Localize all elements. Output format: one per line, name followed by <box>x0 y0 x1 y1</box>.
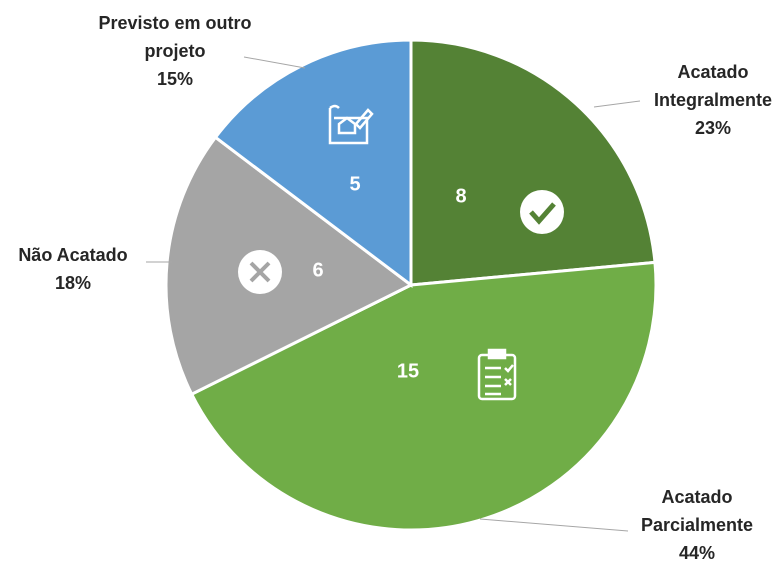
pie-slice <box>409 38 657 287</box>
leader-line <box>243 56 306 69</box>
slice-label: Acatado Integralmente 23% <box>643 58 773 142</box>
value-label: 6 <box>312 259 323 281</box>
leader-lines <box>146 56 641 532</box>
blueprint-icon <box>328 104 374 145</box>
percent-label: 15% <box>156 69 194 89</box>
check-icon <box>520 190 564 234</box>
slice-label: Acatado Parcialmente 44% <box>627 483 767 562</box>
pie-slice <box>213 38 413 289</box>
percent-label: 44% <box>678 543 716 562</box>
value-label: 8 <box>455 185 466 207</box>
slice-label: Previsto em outro projeto 15% <box>95 9 255 93</box>
clipboard-icon <box>477 348 517 401</box>
x-icon <box>238 250 282 294</box>
category-name: Acatado Parcialmente <box>640 487 754 535</box>
percent-label: 18% <box>54 273 92 293</box>
category-name: Não Acatado <box>18 245 128 265</box>
percent-label: 23% <box>694 118 732 138</box>
leader-line <box>479 518 629 532</box>
pie-slice <box>189 260 658 532</box>
category-name: Previsto em outro projeto <box>98 13 252 61</box>
leader-line <box>593 100 641 108</box>
slice-label: Não Acatado 18% <box>0 241 146 297</box>
category-name: Acatado Integralmente <box>653 62 773 110</box>
value-label: 5 <box>349 173 360 195</box>
value-label: 15 <box>397 360 419 382</box>
